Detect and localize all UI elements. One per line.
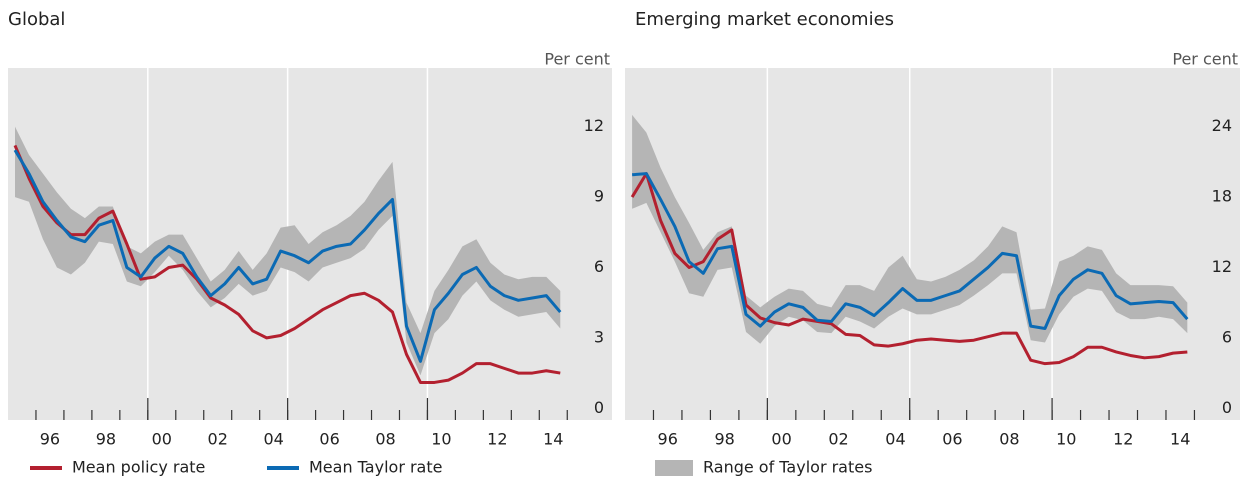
y-tick-label: 18 bbox=[1212, 187, 1232, 206]
x-tick-label: 96 bbox=[658, 430, 678, 449]
legend-swatch bbox=[655, 460, 693, 476]
y-tick-label: 0 bbox=[1222, 398, 1232, 417]
unit-label: Per cent bbox=[544, 50, 610, 69]
x-tick-label: 98 bbox=[714, 430, 734, 449]
series-line bbox=[630, 172, 1188, 366]
series-line bbox=[13, 149, 562, 363]
y-tick-label: 9 bbox=[594, 187, 604, 206]
x-tick-label: 00 bbox=[152, 430, 172, 449]
x-tick-label: 14 bbox=[543, 430, 563, 449]
x-tick-label: 06 bbox=[319, 430, 339, 449]
x-tick-label: 10 bbox=[1056, 430, 1076, 449]
x-tick-label: 04 bbox=[263, 430, 283, 449]
legend-label: Mean policy rate bbox=[72, 458, 205, 477]
y-tick-label: 12 bbox=[584, 116, 604, 135]
y-tick-label: 0 bbox=[594, 398, 604, 417]
x-tick-label: 98 bbox=[96, 430, 116, 449]
x-tick-label: 96 bbox=[40, 430, 60, 449]
x-tick-label: 08 bbox=[375, 430, 395, 449]
x-tick-label: 12 bbox=[1113, 430, 1133, 449]
x-tick-label: 08 bbox=[999, 430, 1019, 449]
legend-label: Range of Taylor rates bbox=[703, 458, 872, 477]
x-tick-label: 06 bbox=[942, 430, 962, 449]
y-tick-label: 24 bbox=[1212, 116, 1232, 135]
x-tick-label: 12 bbox=[487, 430, 507, 449]
x-tick-label: 02 bbox=[828, 430, 848, 449]
x-tick-label: 10 bbox=[431, 430, 451, 449]
series-line bbox=[13, 144, 561, 384]
x-tick-label: 04 bbox=[885, 430, 905, 449]
x-tick-label: 14 bbox=[1170, 430, 1190, 449]
series-line bbox=[631, 172, 1189, 330]
x-tick-label: 00 bbox=[771, 430, 791, 449]
y-tick-label: 12 bbox=[1212, 257, 1232, 276]
taylor-range-band bbox=[632, 114, 1188, 344]
legend-label: Mean Taylor rate bbox=[309, 458, 442, 477]
y-tick-label: 6 bbox=[594, 257, 604, 276]
y-tick-label: 6 bbox=[1222, 327, 1232, 346]
y-tick-label: 3 bbox=[594, 327, 604, 346]
taylor-range-band bbox=[14, 126, 561, 376]
panel-title: Global bbox=[8, 9, 65, 30]
x-tick-label: 02 bbox=[208, 430, 228, 449]
unit-label: Per cent bbox=[1172, 50, 1238, 69]
panel-title: Emerging market economies bbox=[635, 9, 894, 30]
